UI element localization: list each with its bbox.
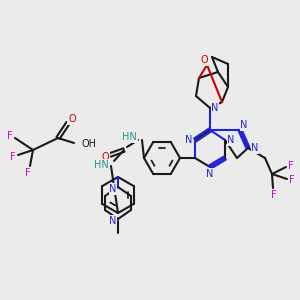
Text: N: N (211, 103, 219, 113)
Text: N: N (206, 169, 214, 179)
Text: O: O (200, 55, 208, 65)
Text: N: N (251, 143, 259, 153)
Text: N: N (240, 120, 248, 130)
Text: OH: OH (82, 139, 97, 149)
Text: F: F (289, 175, 295, 185)
Text: F: F (10, 152, 16, 162)
Text: F: F (25, 168, 31, 178)
Text: HN: HN (94, 160, 109, 170)
Text: N: N (227, 135, 235, 145)
Text: O: O (68, 114, 76, 124)
Text: O: O (101, 152, 109, 162)
Text: N: N (109, 184, 117, 194)
Text: F: F (7, 131, 13, 141)
Text: F: F (271, 190, 277, 200)
Text: N: N (109, 216, 117, 226)
Text: HN: HN (122, 132, 137, 142)
Text: N: N (185, 135, 193, 145)
Text: F: F (288, 161, 294, 171)
